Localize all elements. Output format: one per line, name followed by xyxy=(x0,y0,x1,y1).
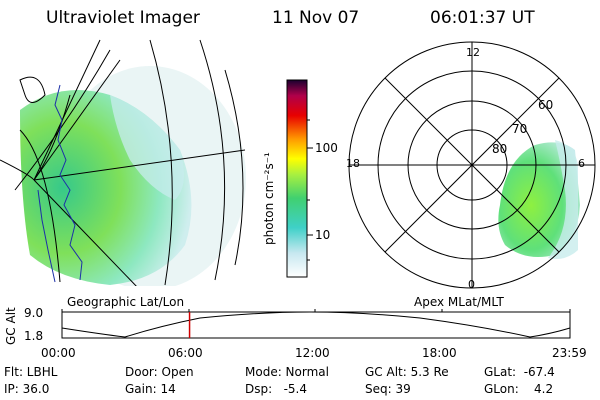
altitude-timeline xyxy=(61,309,571,339)
mlat-label-60: 60 xyxy=(538,98,554,112)
status-flt: Flt: LBHL xyxy=(4,365,58,379)
colorbar-unit-label: photon cm⁻²s⁻¹ xyxy=(262,152,276,245)
timeline-xtick-1800: 18:00 xyxy=(422,346,457,360)
status-mode: Mode: Normal xyxy=(245,365,329,379)
colorbar-ticks xyxy=(307,119,313,261)
timeline-xtick-0000: 00:00 xyxy=(41,346,76,360)
mlat-label-70: 70 xyxy=(512,122,528,136)
instrument-title: Ultraviolet Imager xyxy=(46,8,200,28)
status-dsp: Dsp: -5.4 xyxy=(245,382,308,396)
timeline-xtick-0600: 06:00 xyxy=(168,346,203,360)
colorbar xyxy=(286,79,308,278)
mlt-label-18: 18 xyxy=(346,157,360,170)
polar-plot xyxy=(348,41,596,289)
status-gc-alt: GC Alt: 5.3 Re xyxy=(365,365,449,379)
status-door: Door: Open xyxy=(125,365,194,379)
mlat-label-80: 80 xyxy=(492,142,508,156)
status-gain: Gain: 14 xyxy=(125,382,176,396)
image-time: 06:01:37 UT xyxy=(430,8,535,28)
altitude-curve xyxy=(61,311,571,338)
image-date: 11 Nov 07 xyxy=(272,8,360,28)
apex-caption: Apex MLat/MLT xyxy=(414,295,504,309)
geographic-image-panel xyxy=(0,39,246,286)
mlt-label-12: 12 xyxy=(466,46,480,59)
coastline xyxy=(54,84,83,281)
status-glat: GLat: -67.4 xyxy=(484,365,555,379)
mlt-label-0: 0 xyxy=(468,278,475,291)
geographic-caption: Geographic Lat/Lon xyxy=(67,295,185,309)
timeline-ytick-bottom: 1.8 xyxy=(24,329,44,343)
timeline-xtick-1200: 12:00 xyxy=(295,346,330,360)
lat-lon-grid xyxy=(0,39,246,286)
timeline-ylabel: GC Alt xyxy=(4,307,18,345)
timeline-box xyxy=(61,311,571,339)
mlt-label-6: 6 xyxy=(578,157,585,170)
colorbar-tick-100: 100 xyxy=(315,141,338,155)
status-seq: Seq: 39 xyxy=(365,382,411,396)
auroral-oval-right xyxy=(498,142,580,258)
timeline-ytick-top: 9.0 xyxy=(24,306,44,320)
timeline-xtick-2359: 23:59 xyxy=(552,346,587,360)
colorbar-tick-10: 10 xyxy=(315,228,331,242)
status-ip: IP: 36.0 xyxy=(4,382,50,396)
status-glon: GLon: 4.2 xyxy=(484,382,554,396)
